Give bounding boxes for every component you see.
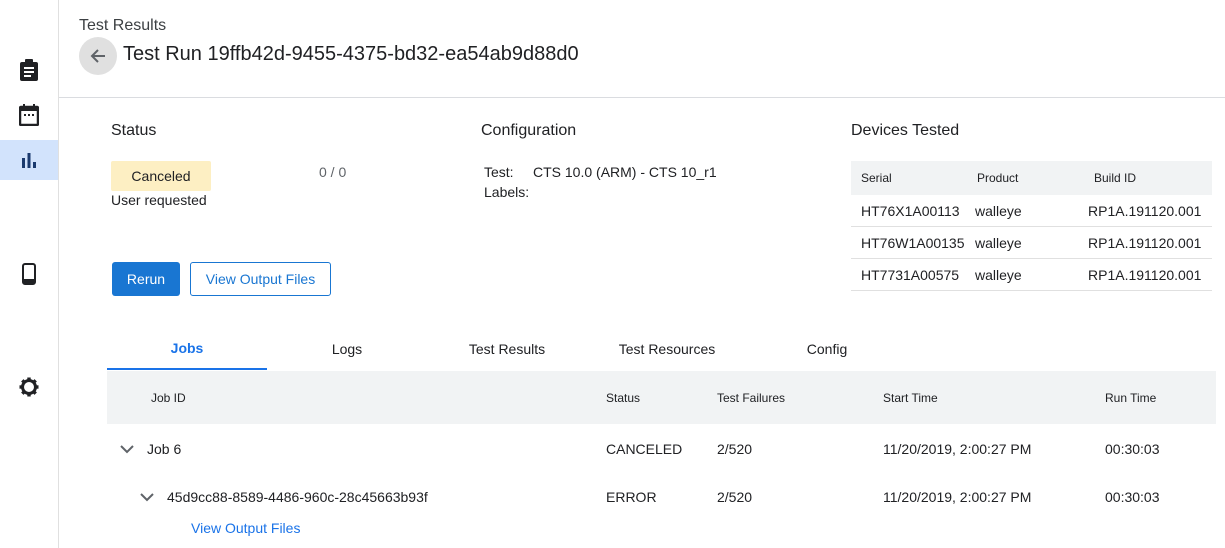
col-build-id: Build ID: [1094, 171, 1137, 185]
attempt-view-output-link[interactable]: View Output Files: [191, 520, 301, 536]
col-product: Product: [977, 171, 1019, 185]
devices-heading: Devices Tested: [851, 122, 960, 139]
nav-test-results[interactable]: [0, 140, 58, 180]
view-output-files-button[interactable]: View Output Files: [190, 262, 331, 296]
col-job-id: Job ID: [151, 390, 186, 405]
status-count: 0 / 0: [319, 164, 347, 180]
attempt-row[interactable]: 45d9cc88-8589-4486-960c-28c45663b93f ERR…: [107, 482, 1216, 512]
attempt-start: 11/20/2019, 2:00:27 PM: [883, 489, 1032, 505]
phone-icon: [22, 263, 36, 285]
status-badge: Canceled: [111, 161, 211, 191]
attempt-run-time: 00:30:03: [1105, 489, 1160, 505]
arrow-left-icon: [90, 49, 105, 63]
nav-settings[interactable]: [0, 367, 58, 407]
job-start: 11/20/2019, 2:00:27 PM: [883, 441, 1032, 457]
device-row: HT7731A00575 walleye RP1A.191120.001: [851, 259, 1212, 291]
tab-jobs[interactable]: Jobs: [107, 328, 267, 370]
attempt-failures: 2/520: [717, 489, 753, 505]
device-build: RP1A.191120.001: [1088, 202, 1202, 219]
tab-test-results[interactable]: Test Results: [468, 341, 546, 357]
device-row: HT76X1A00113 walleye RP1A.191120.001: [851, 195, 1212, 227]
page-title: Test Run 19ffb42d-9455-4375-bd32-ea54ab9…: [123, 43, 579, 65]
status-heading: Status: [111, 122, 157, 139]
config-test-value: CTS 10.0 (ARM) - CTS 10_r1: [533, 164, 717, 180]
tab-test-resources[interactable]: Test Resources: [618, 341, 716, 357]
device-build: RP1A.191120.001: [1088, 266, 1202, 283]
bar-chart-icon: [22, 153, 36, 168]
chevron-down-icon[interactable]: [120, 441, 134, 457]
attempt-status: ERROR: [606, 489, 657, 505]
device-serial: HT76W1A00135: [861, 234, 965, 251]
tab-config[interactable]: Config: [806, 341, 848, 357]
col-run-time: Run Time: [1105, 390, 1157, 405]
breadcrumb[interactable]: Test Results: [79, 17, 167, 34]
rerun-button[interactable]: Rerun: [112, 262, 180, 296]
clipboard-icon: [20, 59, 38, 81]
jobs-table-header: Job ID Status Test Failures Start Time R…: [107, 371, 1216, 424]
col-serial: Serial: [861, 171, 892, 185]
gear-icon: [19, 377, 39, 397]
col-start-time: Start Time: [883, 390, 938, 405]
header-divider: [59, 97, 1225, 98]
col-test-failures: Test Failures: [717, 390, 786, 405]
job-row[interactable]: Job 6 CANCELED 2/520 11/20/2019, 2:00:27…: [107, 434, 1216, 464]
device-build: RP1A.191120.001: [1088, 234, 1202, 251]
col-status: Status: [606, 390, 641, 405]
chevron-down-icon[interactable]: [140, 489, 154, 505]
sidebar: [0, 0, 59, 548]
nav-schedule[interactable]: [0, 95, 58, 135]
device-product: walleye: [975, 234, 1022, 251]
back-button[interactable]: [79, 37, 117, 75]
job-failures: 2/520: [717, 441, 753, 457]
device-serial: HT7731A00575: [861, 266, 960, 283]
configuration-heading: Configuration: [481, 122, 577, 139]
job-status: CANCELED: [606, 441, 683, 457]
attempt-id: 45d9cc88-8589-4486-960c-28c45663b93f: [167, 489, 428, 505]
job-run-time: 00:30:03: [1105, 441, 1160, 457]
devices-header: Serial Product Build ID: [851, 161, 1212, 195]
calendar-icon: [19, 104, 39, 126]
devices-table: Serial Product Build ID HT76X1A00113 wall…: [851, 161, 1212, 291]
device-row: HT76W1A00135 walleye RP1A.191120.001: [851, 227, 1212, 259]
tab-logs[interactable]: Logs: [331, 341, 363, 357]
status-reason: User requested: [111, 192, 207, 208]
job-id: Job 6: [147, 441, 182, 457]
device-product: walleye: [975, 202, 1022, 219]
nav-devices[interactable]: [0, 254, 58, 294]
nav-test-plans[interactable]: [0, 50, 58, 90]
config-test-label: Test:: [484, 164, 514, 180]
device-serial: HT76X1A00113: [861, 202, 960, 219]
config-labels-label: Labels:: [484, 184, 530, 200]
device-product: walleye: [975, 266, 1022, 283]
